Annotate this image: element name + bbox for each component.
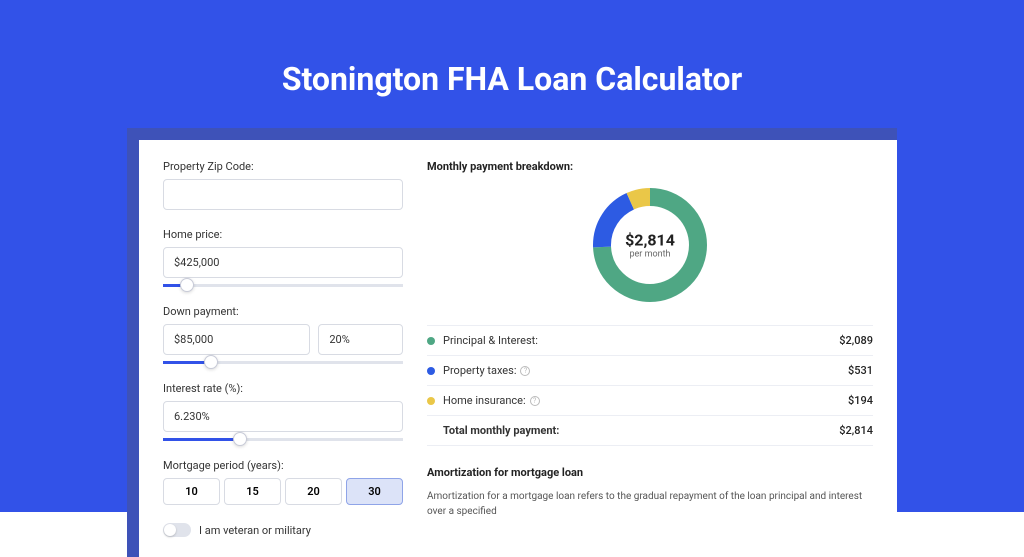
mortgage-period-option-30[interactable]: 30 — [346, 478, 403, 505]
down-payment-slider[interactable] — [163, 361, 403, 364]
panel-shadow: Property Zip Code: Home price: Down paym… — [127, 128, 897, 557]
donut-subtext: per month — [625, 250, 675, 260]
info-icon[interactable]: ? — [530, 396, 540, 406]
legend-label: Principal & Interest: — [443, 334, 839, 347]
donut-amount: $2,814 — [625, 231, 675, 250]
down-payment-pct-input[interactable] — [318, 324, 403, 355]
legend: Principal & Interest:$2,089Property taxe… — [427, 325, 873, 446]
down-payment-label: Down payment: — [163, 305, 403, 318]
info-icon[interactable]: ? — [520, 366, 530, 376]
interest-rate-input[interactable] — [163, 401, 403, 432]
down-payment-input[interactable] — [163, 324, 310, 355]
legend-value: $194 — [848, 394, 873, 407]
page-background: Stonington FHA Loan Calculator Property … — [0, 0, 1024, 512]
slider-thumb[interactable] — [204, 355, 218, 369]
breakdown-column: Monthly payment breakdown: $2,814 per mo… — [427, 160, 873, 537]
legend-label: Home insurance:? — [443, 394, 848, 407]
legend-dot — [427, 367, 435, 375]
legend-dot — [427, 397, 435, 405]
legend-row-0: Principal & Interest:$2,089 — [427, 325, 873, 355]
legend-total-row: Total monthly payment:$2,814 — [427, 415, 873, 446]
donut-chart: $2,814 per month — [590, 185, 710, 305]
zip-label: Property Zip Code: — [163, 160, 403, 173]
amortization-section: Amortization for mortgage loan Amortizat… — [427, 466, 873, 519]
legend-row-2: Home insurance:?$194 — [427, 385, 873, 415]
home-price-input[interactable] — [163, 247, 403, 278]
total-label: Total monthly payment: — [443, 424, 839, 437]
legend-row-1: Property taxes:?$531 — [427, 355, 873, 385]
mortgage-period-option-10[interactable]: 10 — [163, 478, 220, 505]
veteran-label: I am veteran or military — [199, 524, 311, 537]
legend-dot — [427, 337, 435, 345]
legend-value: $531 — [848, 364, 873, 377]
legend-label: Property taxes:? — [443, 364, 848, 377]
slider-thumb[interactable] — [233, 432, 247, 446]
legend-value: $2,089 — [839, 334, 873, 347]
mortgage-period-label: Mortgage period (years): — [163, 459, 403, 472]
veteran-toggle[interactable] — [163, 523, 191, 537]
breakdown-title: Monthly payment breakdown: — [427, 160, 873, 173]
total-value: $2,814 — [839, 424, 873, 437]
mortgage-period-option-20[interactable]: 20 — [285, 478, 342, 505]
home-price-label: Home price: — [163, 228, 403, 241]
veteran-row: I am veteran or military — [163, 523, 403, 537]
home-price-slider[interactable] — [163, 284, 403, 287]
calculator-panel: Property Zip Code: Home price: Down paym… — [139, 140, 897, 557]
slider-thumb[interactable] — [180, 278, 194, 292]
page-title: Stonington FHA Loan Calculator — [0, 60, 1024, 98]
donut-center: $2,814 per month — [625, 231, 675, 260]
home-price-field: Home price: — [163, 228, 403, 287]
donut-container: $2,814 per month — [427, 185, 873, 305]
slider-fill — [163, 438, 240, 441]
interest-rate-slider[interactable] — [163, 438, 403, 441]
down-payment-field: Down payment: — [163, 305, 403, 364]
interest-rate-field: Interest rate (%): — [163, 382, 403, 441]
mortgage-period-option-15[interactable]: 15 — [224, 478, 281, 505]
mortgage-period-field: Mortgage period (years): 10152030 — [163, 459, 403, 505]
interest-rate-label: Interest rate (%): — [163, 382, 403, 395]
amortization-text: Amortization for a mortgage loan refers … — [427, 489, 873, 519]
zip-field: Property Zip Code: — [163, 160, 403, 210]
amortization-title: Amortization for mortgage loan — [427, 466, 873, 479]
mortgage-period-options: 10152030 — [163, 478, 403, 505]
zip-input[interactable] — [163, 179, 403, 210]
form-column: Property Zip Code: Home price: Down paym… — [163, 160, 403, 537]
